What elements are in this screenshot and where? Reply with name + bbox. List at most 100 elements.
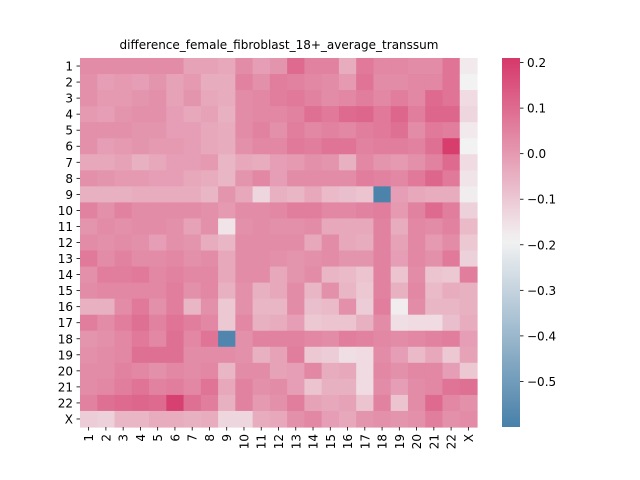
- heatmap-cell: [218, 266, 236, 284]
- heatmap-cell: [218, 90, 236, 107]
- colorbar-tick-label: 0.2: [527, 56, 546, 70]
- heatmap-cell: [269, 314, 288, 332]
- heatmap-cell: [390, 378, 409, 396]
- heatmap-cell: [442, 170, 461, 187]
- heatmap-cell: [304, 378, 323, 396]
- heatmap-cell: [97, 362, 116, 380]
- heatmap-cell: [166, 90, 185, 107]
- heatmap-cell: [235, 122, 254, 139]
- heatmap-cell: [425, 314, 444, 332]
- heatmap-cell: [200, 106, 219, 123]
- heatmap-cell: [287, 186, 305, 203]
- heatmap-cell: [425, 154, 444, 171]
- heatmap-cell: [80, 378, 98, 396]
- heatmap-cell: [252, 330, 271, 348]
- heatmap-cell: [269, 170, 288, 187]
- heatmap-cell: [287, 154, 305, 171]
- heatmap-cell: [407, 218, 426, 236]
- heatmap-cell: [131, 218, 150, 236]
- heatmap-cell: [442, 250, 461, 268]
- heatmap-cell: [235, 106, 254, 123]
- heatmap-cell: [80, 74, 98, 91]
- heatmap-cell: [287, 234, 305, 252]
- heatmap-cell: [114, 218, 133, 236]
- heatmap-cell: [321, 314, 340, 332]
- heatmap-cell: [321, 298, 340, 316]
- heatmap-cell: [442, 74, 461, 91]
- heatmap-cell: [114, 250, 133, 268]
- heatmap-cell: [166, 346, 185, 364]
- heatmap-cell: [321, 170, 340, 187]
- heatmap-cell: [252, 298, 271, 316]
- heatmap-cell: [338, 202, 357, 220]
- heatmap-cell: [80, 394, 98, 412]
- heatmap-cell: [131, 170, 150, 187]
- heatmap-cell: [80, 202, 98, 220]
- heatmap-cell: [407, 106, 426, 123]
- heatmap-cell: [321, 362, 340, 380]
- column-label: 19: [393, 434, 407, 449]
- heatmap-cell: [442, 362, 461, 380]
- heatmap-cell: [235, 314, 254, 332]
- heatmap-cell: [97, 58, 116, 75]
- heatmap-cell: [390, 106, 409, 123]
- heatmap-cell: [287, 362, 305, 380]
- heatmap-cell: [269, 106, 288, 123]
- heatmap-cell: [149, 90, 167, 107]
- heatmap-cell: [442, 154, 461, 171]
- heatmap-cell: [235, 170, 254, 187]
- heatmap-cell: [80, 122, 98, 139]
- heatmap-cell: [131, 330, 150, 348]
- heatmap-cell: [459, 122, 478, 139]
- row-label: 10: [58, 204, 73, 218]
- heatmap-cell: [287, 314, 305, 332]
- column-label: 18: [376, 434, 390, 449]
- heatmap-cell: [218, 234, 236, 252]
- heatmap-cell: [425, 138, 444, 155]
- heatmap-cell: [338, 394, 357, 412]
- heatmap-cell: [356, 74, 375, 91]
- colorbar: 0.2 0.1 0.0 −0.1 −0.2 −0.3 −0.4 −0.5: [502, 56, 556, 427]
- heatmap-cell: [218, 314, 236, 332]
- heatmap-cell: [200, 314, 219, 332]
- heatmap-cell: [97, 170, 116, 187]
- heatmap-cell: [114, 314, 133, 332]
- heatmap-cell: [304, 138, 323, 155]
- heatmap-cell: [304, 346, 323, 364]
- heatmap-cell: [252, 58, 271, 75]
- row-label: 3: [65, 92, 73, 106]
- heatmap-cell: [425, 394, 444, 412]
- heatmap-cell: [183, 378, 202, 396]
- row-label: 15: [58, 284, 73, 298]
- heatmap-cell: [356, 202, 375, 220]
- row-label: 18: [58, 332, 73, 346]
- column-label: 7: [186, 434, 200, 442]
- heatmap-cell: [442, 410, 461, 428]
- heatmap-cell: [149, 266, 167, 284]
- heatmap-cell: [269, 202, 288, 220]
- heatmap-cell: [200, 122, 219, 139]
- heatmap-cell: [287, 378, 305, 396]
- heatmap-cell: [131, 90, 150, 107]
- heatmap-cell: [425, 266, 444, 284]
- heatmap-cell: [183, 266, 202, 284]
- heatmap-cell: [235, 138, 254, 155]
- heatmap-cell: [304, 74, 323, 91]
- heatmap-cell: [166, 186, 185, 203]
- row-label: 17: [58, 316, 73, 330]
- heatmap-cell: [442, 298, 461, 316]
- heatmap-cell: [390, 330, 409, 348]
- heatmap-cell: [356, 186, 375, 203]
- heatmap-cell: [183, 394, 202, 412]
- heatmap-cell: [287, 218, 305, 236]
- heatmap-cell: [321, 346, 340, 364]
- heatmap-cell: [80, 90, 98, 107]
- heatmap-cell: [149, 106, 167, 123]
- heatmap-cell: [459, 186, 478, 203]
- heatmap-cell: [166, 330, 185, 348]
- heatmap-cell: [390, 266, 409, 284]
- heatmap-cell: [373, 170, 392, 187]
- heatmap-cell: [442, 58, 461, 75]
- heatmap-cell: [304, 154, 323, 171]
- heatmap-cell: [425, 362, 444, 380]
